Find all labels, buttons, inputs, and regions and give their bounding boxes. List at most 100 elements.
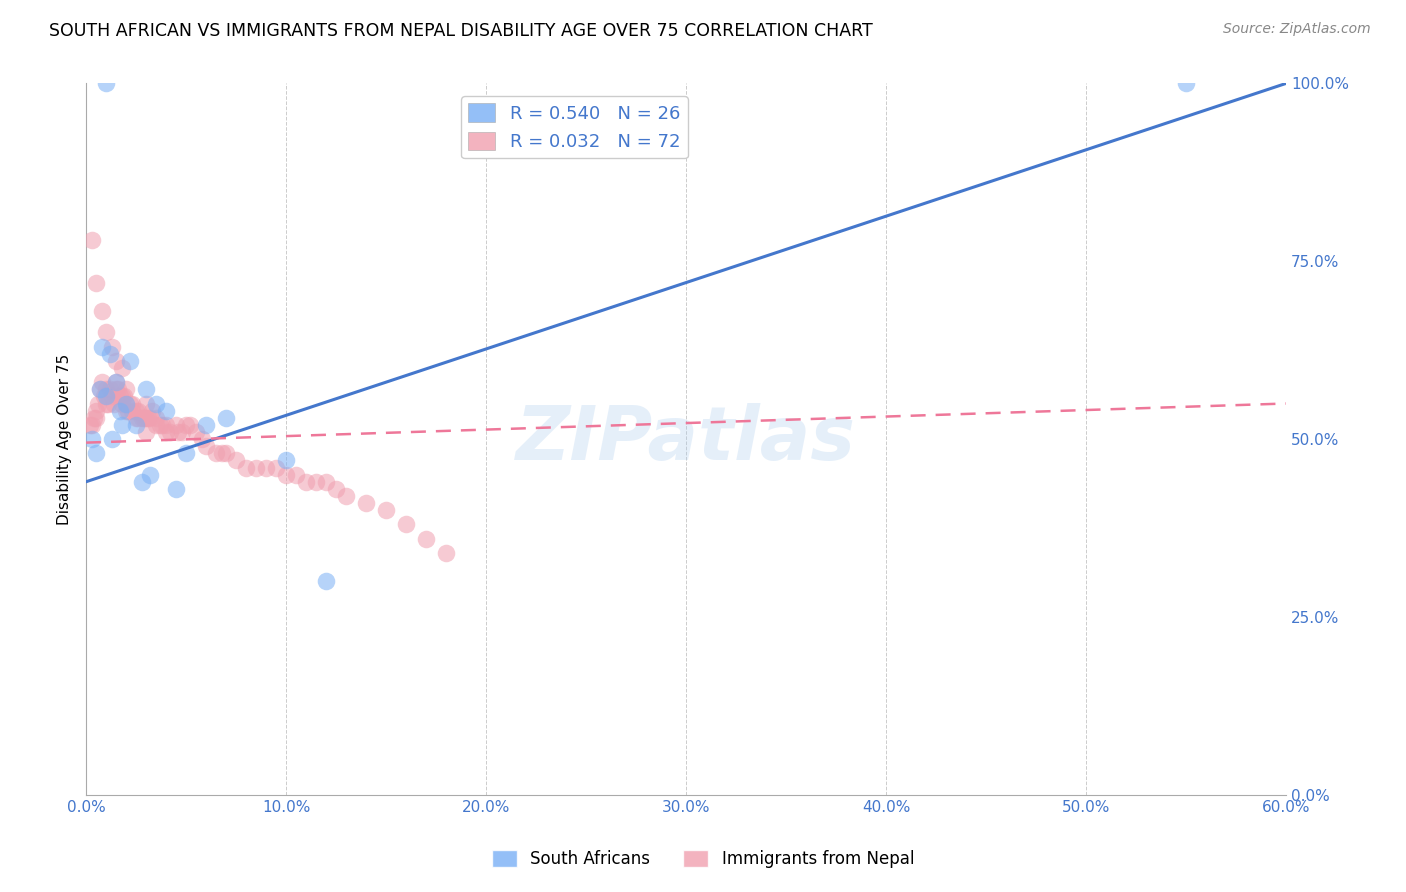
Point [375, 503, 398, 517]
Point [315, 475, 337, 489]
Point [155, 417, 177, 432]
Text: SOUTH AFRICAN VS IMMIGRANTS FROM NEPAL DISABILITY AGE OVER 75 CORRELATION CHART: SOUTH AFRICAN VS IMMIGRANTS FROM NEPAL D… [49, 22, 873, 40]
Point [174, 446, 197, 460]
Point [139, 410, 162, 425]
Point [94, 396, 117, 410]
Point [215, 446, 238, 460]
Point [83, 410, 105, 425]
Point [131, 410, 153, 425]
Point [274, 453, 297, 467]
Point [103, 396, 125, 410]
Point [111, 396, 134, 410]
Point [131, 475, 153, 489]
Point [167, 425, 190, 439]
Point [415, 532, 437, 546]
Point [1175, 77, 1198, 91]
Point [91, 304, 114, 318]
Point [84, 446, 107, 460]
Point [84, 276, 107, 290]
Point [254, 460, 277, 475]
Point [274, 467, 297, 482]
Point [105, 354, 128, 368]
Point [191, 432, 214, 446]
Point [80, 417, 103, 432]
Point [179, 417, 201, 432]
Point [84, 403, 107, 417]
Point [145, 410, 167, 425]
Point [136, 410, 159, 425]
Point [149, 417, 172, 432]
Point [295, 475, 318, 489]
Point [108, 389, 131, 403]
Text: Source: ZipAtlas.com: Source: ZipAtlas.com [1223, 22, 1371, 37]
Point [141, 403, 163, 417]
Point [305, 475, 328, 489]
Point [94, 77, 117, 91]
Point [139, 467, 162, 482]
Point [125, 403, 148, 417]
Legend: South Africans, Immigrants from Nepal: South Africans, Immigrants from Nepal [485, 843, 921, 875]
Point [115, 396, 138, 410]
Point [135, 410, 157, 425]
Point [165, 417, 187, 432]
Point [120, 396, 142, 410]
Point [117, 403, 139, 417]
Point [79, 417, 101, 432]
Point [264, 460, 287, 475]
Point [93, 389, 115, 403]
Point [145, 396, 167, 410]
Point [205, 446, 228, 460]
Point [225, 453, 247, 467]
Point [98, 347, 121, 361]
Point [91, 375, 114, 389]
Point [101, 432, 124, 446]
Point [235, 460, 257, 475]
Point [127, 403, 149, 417]
Point [89, 382, 111, 396]
Point [132, 410, 155, 425]
Point [111, 360, 134, 375]
Point [84, 410, 107, 425]
Point [94, 389, 117, 403]
Point [155, 403, 177, 417]
Point [135, 396, 157, 410]
Point [159, 425, 181, 439]
Point [135, 425, 157, 439]
Point [315, 574, 337, 589]
Point [94, 382, 117, 396]
Point [184, 425, 207, 439]
Point [195, 417, 218, 432]
Point [245, 460, 267, 475]
Point [121, 396, 143, 410]
Point [211, 446, 233, 460]
Point [87, 396, 110, 410]
Point [395, 517, 418, 532]
Y-axis label: Disability Age Over 75: Disability Age Over 75 [58, 353, 72, 524]
Point [80, 233, 103, 247]
Legend: R = 0.540   N = 26, R = 0.032   N = 72: R = 0.540 N = 26, R = 0.032 N = 72 [461, 96, 688, 158]
Point [115, 396, 138, 410]
Point [105, 382, 128, 396]
Point [105, 375, 128, 389]
Point [101, 340, 124, 354]
Point [215, 410, 238, 425]
Point [150, 417, 173, 432]
Point [165, 482, 187, 496]
Point [125, 417, 148, 432]
Point [127, 410, 149, 425]
Point [135, 382, 157, 396]
Point [80, 432, 103, 446]
Point [101, 389, 124, 403]
Point [115, 382, 138, 396]
Point [111, 417, 134, 432]
Point [285, 467, 308, 482]
Point [111, 389, 134, 403]
Point [174, 417, 197, 432]
Point [112, 389, 135, 403]
Text: ZIPatlas: ZIPatlas [516, 402, 856, 475]
Point [125, 410, 148, 425]
Point [121, 403, 143, 417]
Point [434, 546, 457, 560]
Point [105, 375, 128, 389]
Point [120, 354, 142, 368]
